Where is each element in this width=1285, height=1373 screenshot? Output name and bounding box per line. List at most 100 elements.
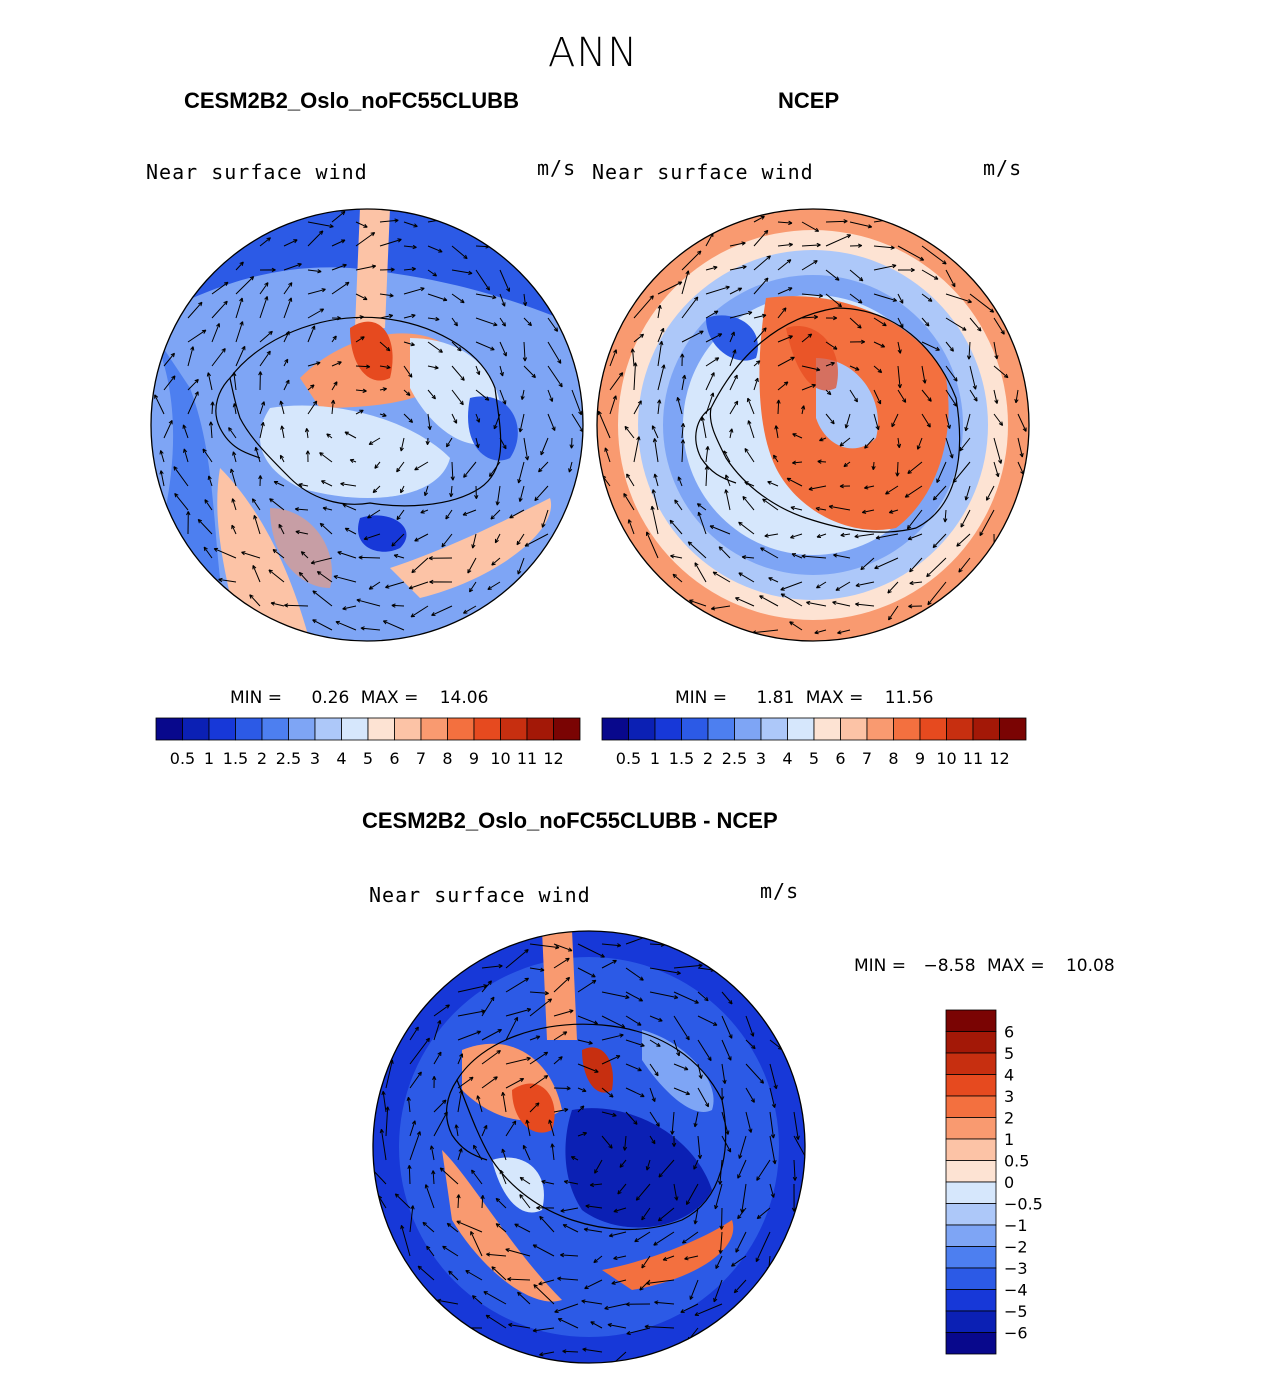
left-wind-arrow: [251, 498, 261, 511]
left-wind-arrow: [475, 269, 490, 291]
right-wind-arrow: [819, 437, 827, 442]
right-wind-arrow: [597, 410, 611, 439]
right-wind-arrow: [633, 295, 654, 319]
right-wind-arrow: [945, 341, 954, 352]
diff-colorbar-swatch: [945, 1095, 997, 1118]
diff-wind-arrow: [465, 1270, 483, 1281]
right-wind-arrow: [849, 317, 862, 329]
left-wind-arrow: [467, 557, 477, 574]
right-wind-arrow: [712, 571, 731, 583]
left-wind-arrow: [391, 603, 405, 608]
right-wind-arrow: [906, 509, 923, 530]
right-wind-arrow: [897, 341, 902, 354]
diff-wind-arrow: [481, 1124, 488, 1137]
right-wind-arrow: [669, 519, 683, 535]
diff-colorbar-swatch: [945, 1246, 997, 1269]
right-wind-arrow: [825, 293, 843, 308]
left-wind-arrow: [241, 551, 261, 559]
right-wind-arrow: [993, 389, 999, 404]
left-wind-arrow: [379, 218, 399, 223]
diff-wind-arrow: [769, 1087, 776, 1109]
right-wind-arrow: [747, 420, 755, 439]
left-wind-arrow: [499, 293, 506, 307]
right-wind-arrow: [926, 557, 947, 578]
diff-wind-arrow: [424, 1184, 435, 1209]
diff-wind-arrow: [433, 1111, 448, 1137]
diff-wind-arrow: [619, 1159, 627, 1168]
right-wind-arrow: [916, 437, 923, 450]
diff-wind-arrow: [507, 1277, 531, 1282]
diff-wind-arrow: [532, 1244, 555, 1257]
left-colorbar-tick-label: 9: [469, 749, 479, 768]
left-wind-arrow: [355, 388, 367, 393]
left-wind-arrow: [475, 413, 481, 423]
left-wind-arrow: [524, 533, 549, 547]
left-wind-arrow: [307, 384, 315, 391]
diff-wind-arrow: [745, 1111, 753, 1133]
left-wind-arrow: [283, 379, 290, 391]
right-wind-arrow: [729, 428, 734, 439]
left-wind-arrow: [307, 361, 321, 367]
diff-wind-arrow: [601, 1033, 624, 1041]
right-wind-arrow: [969, 389, 978, 402]
left-wind-arrow: [411, 557, 429, 574]
right-wind-arrow: [815, 506, 827, 511]
left-wind-arrow: [427, 389, 436, 400]
right-wind-arrow: [791, 553, 803, 559]
left-wind-arrow: [445, 509, 453, 520]
left-wind-arrow: [379, 412, 387, 417]
right-wind-arrow: [873, 245, 895, 250]
diff-wind-arrow: [670, 1111, 675, 1135]
left-wind-arrow: [499, 317, 506, 327]
left-wind-arrow: [210, 401, 215, 415]
diff-wind-arrow: [713, 1279, 723, 1303]
diff-wind-arrow: [645, 1279, 675, 1286]
diff-wind-arrow: [769, 1135, 777, 1165]
diff-wind-arrow: [577, 1015, 599, 1025]
left-wind-arrow: [403, 313, 416, 319]
diff-wind-arrow: [529, 967, 545, 972]
diff-wind-arrow: [653, 1231, 675, 1246]
left-colorbar-tick-label: 1.5: [223, 749, 248, 768]
diff-wind-arrow: [505, 1056, 531, 1065]
diff-wind-arrow: [756, 1159, 771, 1181]
left-wind-arrow: [269, 498, 285, 511]
left-wind-arrow: [568, 461, 573, 473]
right-wind-arrow: [921, 269, 939, 280]
left-wind-arrow: [187, 346, 195, 367]
left-wind-arrow: [279, 400, 285, 415]
diff-wind-arrow: [505, 977, 530, 993]
right-wind-arrow: [774, 425, 779, 439]
diff-wind-arrow: [594, 1159, 603, 1174]
diff-colorbar-swatch: [945, 1117, 997, 1140]
left-wind-arrow: [259, 237, 271, 247]
diff-wind-arrow: [429, 1145, 435, 1161]
left-wind-arrow: [283, 358, 289, 367]
diff-wind-arrow: [671, 1135, 677, 1147]
right-wind-arrow: [790, 506, 803, 511]
left-wind-arrow: [232, 451, 237, 463]
diff-wind-arrow: [439, 1167, 459, 1185]
right-wind-arrow: [687, 541, 707, 559]
left-wind-arrow: [379, 267, 395, 272]
left-wind-arrow: [284, 603, 309, 608]
diff-wind-arrow: [608, 1231, 627, 1238]
diff-wind-arrow: [613, 1255, 627, 1261]
diff-wind-arrow: [470, 1231, 483, 1257]
left-wind-arrow: [431, 605, 453, 616]
diff-wind-arrow: [400, 1224, 411, 1257]
left-colorbar: 0.5 1 1.5 2 2.5 3 4 5 6 7 8 9 10 11 12: [155, 717, 581, 768]
diff-wind-arrow: [505, 1248, 531, 1257]
diff-wind-arrow: [577, 1105, 585, 1113]
left-wind-arrow: [360, 626, 381, 631]
left-wind-arrow: [163, 352, 175, 367]
diff-wind-arrow: [673, 1039, 681, 1057]
left-colorbar-tick-label: 2.5: [276, 749, 301, 768]
left-wind-arrow: [509, 509, 525, 519]
diff-wind-arrow: [792, 1159, 798, 1181]
left-wind-arrow: [474, 485, 479, 500]
left-wind-arrow: [517, 461, 525, 484]
right-colorbar-swatch: [601, 717, 629, 741]
left-colorbar-swatch: [420, 717, 448, 741]
right-wind-arrow: [855, 602, 875, 607]
